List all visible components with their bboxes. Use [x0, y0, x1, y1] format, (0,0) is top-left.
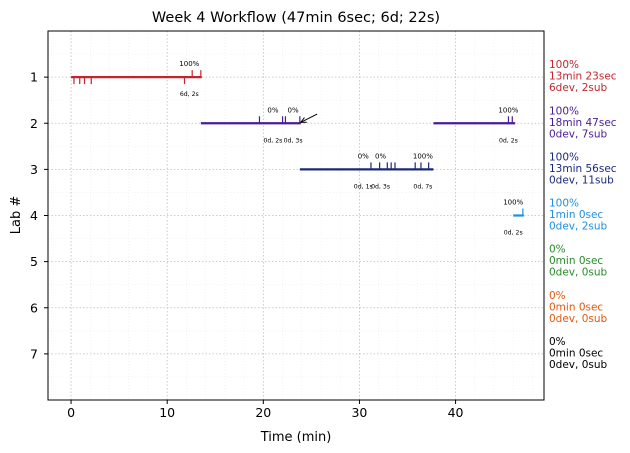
y-tick-label: 1 [30, 70, 38, 85]
data-marks: 100% 6d, 2s 0% 0d, 2s 0% 0d, 3s 100% 0d, 2s 0% 0d… [71, 60, 524, 237]
lab-2-detail-label: 0d, 2s [499, 137, 518, 144]
lab-3-detail-label: 0d, 3s [371, 183, 390, 190]
lab-2-percent-label: 100% [498, 106, 518, 114]
lab-3-percent-label: 0% [358, 152, 369, 160]
lab-4-stats-line: 0dev, 2sub [549, 221, 608, 233]
x-tick-label: 0 [67, 405, 75, 420]
x-axis-label: Time (min) [260, 430, 332, 445]
lab-4-stats-line: 1min 0sec [549, 209, 603, 221]
y-tick-label: 6 [30, 300, 38, 315]
chart-title: Week 4 Workflow (47min 6sec; 6d; 22s) [152, 10, 440, 26]
lab-1-stats-line: 13min 23sec [549, 71, 617, 83]
lab-2-stats-line: 100% [549, 105, 579, 117]
lab-4-percent-label: 100% [503, 199, 523, 207]
lab-7-stats-line: 0min 0sec [549, 347, 603, 359]
lab-2-percent-label: 0% [288, 106, 299, 114]
y-axis-ticks: 1 2 3 4 5 6 7 [30, 70, 48, 361]
lab-1-stats-line: 100% [549, 59, 579, 71]
lab-1-detail-label: 6d, 2s [180, 91, 199, 98]
arrow-head [299, 117, 307, 123]
lab-3-detail-label: 0d, 7s [413, 183, 432, 190]
lab-3-percent-label: 100% [413, 152, 433, 160]
lab-4-stats-line: 100% [549, 198, 579, 210]
lab-3-stats-line: 0dev, 11sub [549, 174, 614, 186]
lab-6-stats-line: 0% [549, 290, 566, 302]
y-tick-label: 4 [30, 208, 38, 223]
lab-2-detail-label: 0d, 2s [263, 137, 282, 144]
x-tick-label: 10 [159, 405, 175, 420]
lab-2-percent-label: 0% [267, 106, 278, 114]
y-axis-label: Lab # [9, 196, 24, 235]
x-tick-label: 30 [351, 405, 367, 420]
lab-5-stats-line: 0% [549, 244, 566, 256]
x-axis-ticks: 0 10 20 30 40 [67, 400, 464, 420]
x-tick-label: 40 [448, 405, 464, 420]
lab-1-percent-label: 100% [179, 60, 199, 68]
lab-3-stats-line: 13min 56sec [549, 163, 617, 175]
lab-7-stats-line: 0% [549, 336, 566, 348]
y-tick-label: 7 [30, 346, 38, 361]
y-tick-label: 2 [30, 116, 38, 131]
y-tick-label: 5 [30, 254, 38, 269]
y-tick-label: 3 [30, 162, 38, 177]
lab-1-stats-line: 6dev, 2sub [549, 82, 608, 94]
x-tick-label: 20 [255, 405, 271, 420]
lab-5-stats-line: 0dev, 0sub [549, 267, 608, 279]
lab-6-stats-line: 0min 0sec [549, 301, 603, 313]
major-grid [48, 31, 544, 400]
lab-3-detail-label: 0d, 1s [354, 183, 373, 190]
lab-5-stats-line: 0min 0sec [549, 255, 603, 267]
lab-2-stats-line: 0dev, 7sub [549, 128, 608, 140]
arrow-annotation [300, 113, 318, 123]
lab-2-detail-label: 0d, 3s [284, 137, 303, 144]
lab-3-percent-label: 0% [375, 152, 386, 160]
lab-6-stats-line: 0dev, 0sub [549, 313, 608, 325]
lab-3-stats-line: 100% [549, 151, 579, 163]
lab-4-detail-label: 0d, 2s [504, 230, 523, 237]
lab-2-stats-line: 18min 47sec [549, 117, 617, 129]
lab-7-stats-line: 0dev, 0sub [549, 359, 608, 371]
